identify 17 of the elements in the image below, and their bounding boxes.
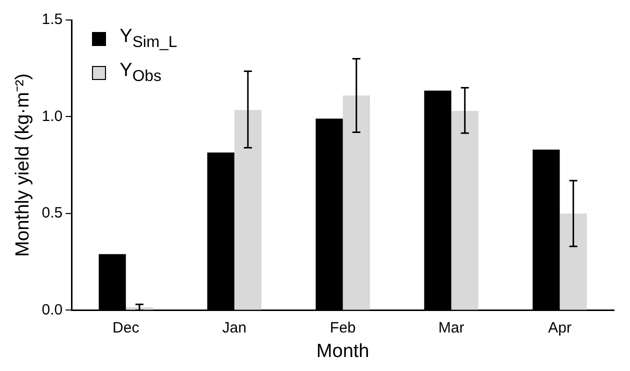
legend-label: Y$_{Sim_L}$ [120,26,178,52]
bar [342,95,370,310]
x-tick-label: Feb [330,319,356,336]
x-tick-label: Jan [222,319,246,336]
bar [234,110,262,310]
y-axis-title: Monthly yield (kg·m⁻²) [12,73,34,257]
legend-label: Y$_{Obs}$ [120,60,162,86]
bar [560,213,587,310]
x-tick-label: Mar [438,319,464,336]
x-tick-label: Apr [548,319,572,336]
bar [451,110,478,310]
y-tick-label: 1.0 [42,108,63,125]
x-axis-title: Month [316,340,370,362]
x-tick-label: Dec [112,319,140,336]
y-tick-label: 0.5 [42,204,63,222]
y-tick-label: 1.5 [42,11,63,28]
y-tick-label: 0.0 [42,301,63,318]
